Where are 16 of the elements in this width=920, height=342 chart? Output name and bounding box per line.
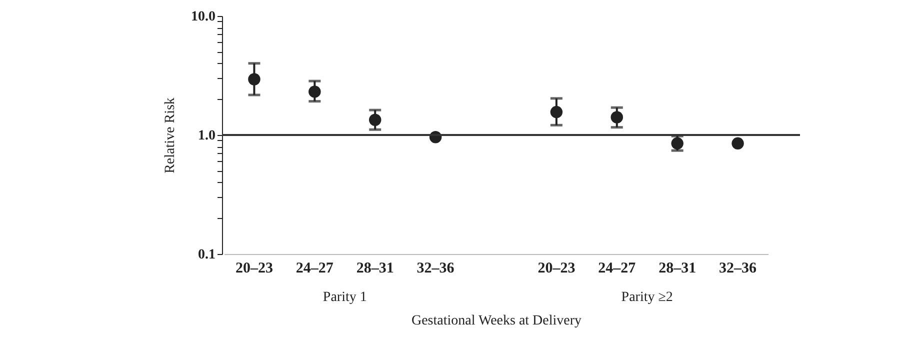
x-tick-label: 20–23 [235,260,273,276]
x-tick-label: 24–27 [598,260,636,276]
text: Parity 1 [322,290,367,305]
y-tick-label: 10.0 [191,10,216,24]
x-tick-label: 20–23 [538,260,576,276]
x-tick-label: 32–36 [416,260,455,276]
x-axis-title: Gestational Weeks at Delivery [411,314,582,328]
x-tick-label: 32–36 [719,260,758,276]
point [732,137,744,150]
x-tick-label: 28–31 [356,260,394,276]
x-tick-label: 24–27 [296,260,334,276]
y-tick-label: 0.1 [198,248,216,262]
x-tick-label: 28–31 [658,260,696,276]
text: Parity ≥2 [621,290,673,305]
y-tick-label: 1.0 [198,128,216,144]
y-axis-title: Relative Risk [163,98,178,174]
